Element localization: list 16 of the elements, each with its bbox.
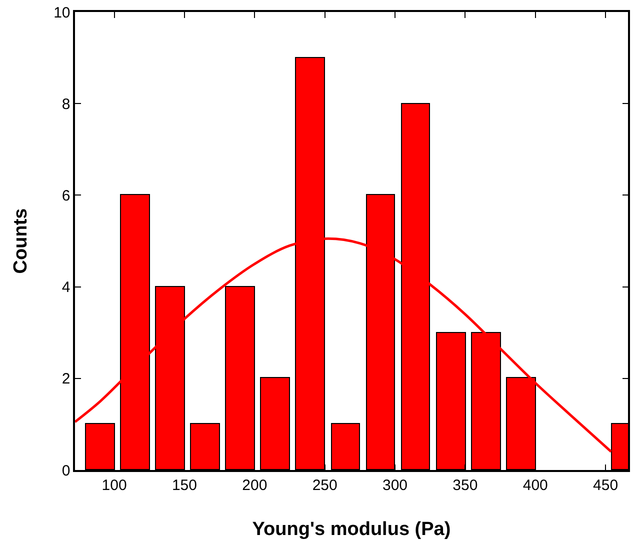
x-tick-label: 200 (242, 476, 268, 494)
y-tick-label: 6 (62, 187, 70, 204)
y-tick-label: 10 (54, 4, 70, 22)
x-axis-title: Young's modulus (Pa) (252, 519, 451, 540)
y-tick-label: 2 (62, 370, 70, 388)
x-tick-label: 100 (102, 476, 127, 494)
y-tick-label: 4 (62, 279, 70, 296)
x-tick-label: 350 (452, 476, 478, 494)
x-tick-label: 450 (593, 476, 618, 494)
x-tick-label: 250 (312, 476, 338, 494)
y-axis-title: Counts (10, 208, 32, 274)
x-tick-label: 300 (382, 476, 408, 494)
y-tick-label: 8 (62, 96, 70, 113)
x-tick-label: 150 (172, 476, 197, 494)
x-tick-label: 400 (522, 476, 548, 494)
y-tick-label: 0 (62, 462, 70, 480)
